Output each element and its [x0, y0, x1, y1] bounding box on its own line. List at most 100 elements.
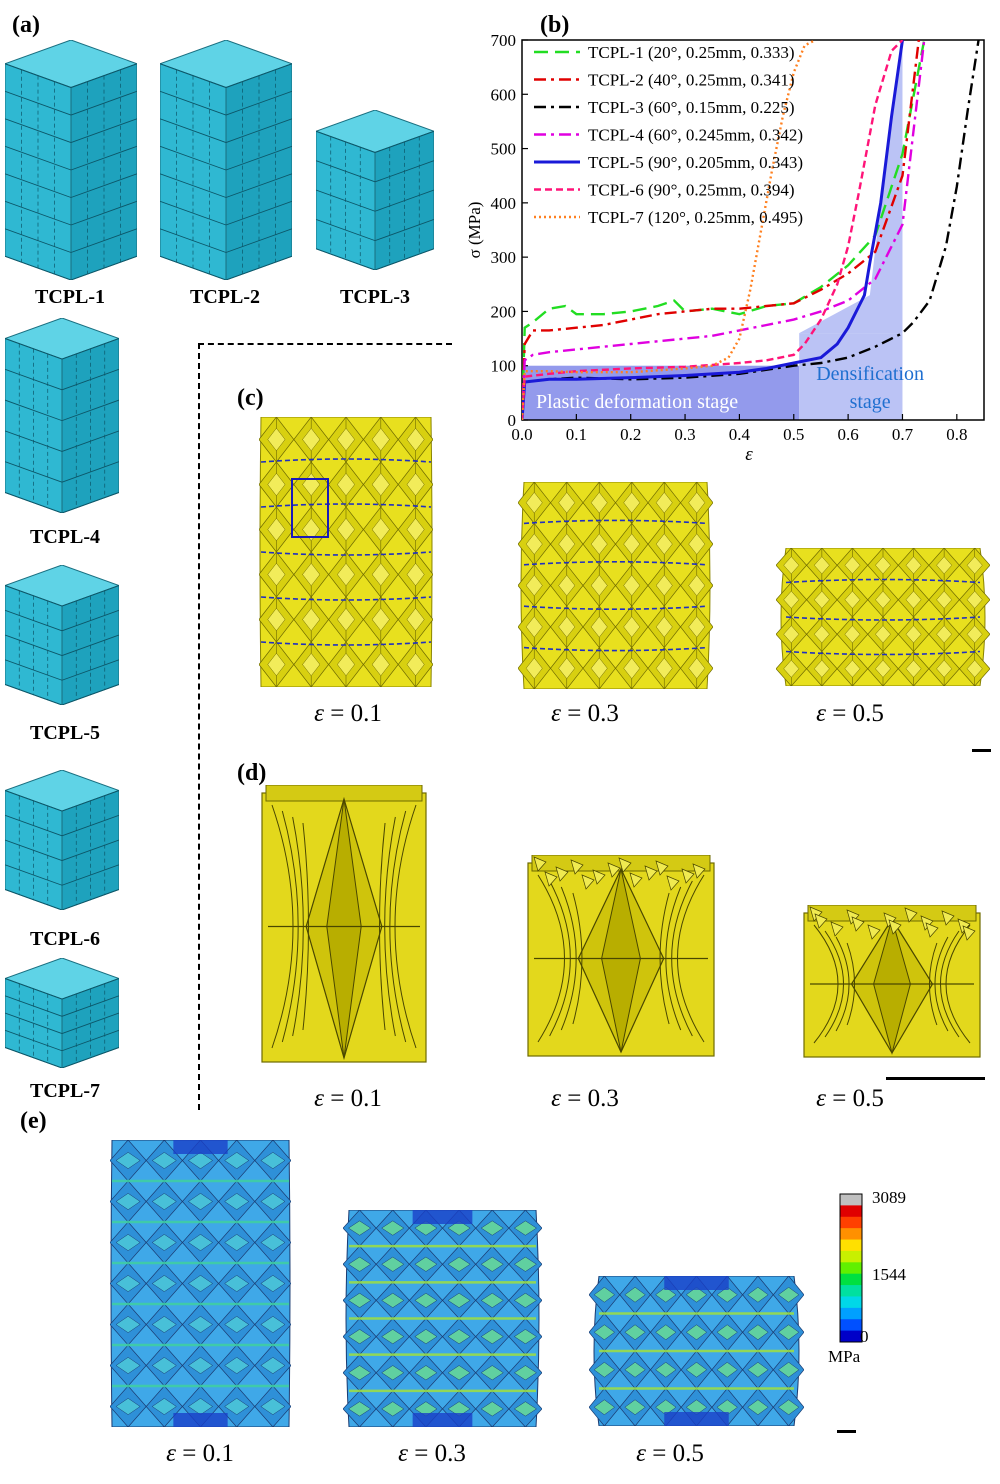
series-line-1	[522, 40, 926, 420]
legend-entry-2: TCPL-2 (40°, 0.25mm, 0.341)	[588, 71, 795, 90]
lattice-cube-3	[316, 110, 434, 270]
series-line-7	[522, 40, 817, 420]
y-tick-label: 200	[491, 302, 517, 321]
cube-label-6: TCPL-6	[30, 928, 100, 950]
cube-label-3: TCPL-3	[340, 286, 410, 308]
legend-entry-1: TCPL-1 (20°, 0.25mm, 0.333)	[588, 43, 795, 62]
strain-label: ε = 0.5	[816, 700, 884, 727]
lattice-c-eps01	[259, 417, 433, 687]
series-line-4	[522, 40, 926, 420]
x-tick-label: 0.6	[837, 425, 858, 444]
cube-label-1: TCPL-1	[35, 286, 105, 308]
colorbar-swatch	[840, 1330, 862, 1343]
legend-entry-5: TCPL-5 (90°, 0.205mm, 0.343)	[588, 153, 803, 172]
densification-region	[799, 333, 903, 420]
cube-label-5: TCPL-5	[30, 722, 100, 744]
unit-cell-highlight	[291, 478, 329, 538]
x-tick-label: 0.2	[620, 425, 641, 444]
scale-bar-d	[886, 1077, 985, 1080]
colorbar-mid-label: 1544	[872, 1265, 906, 1284]
series-line-5	[522, 40, 904, 420]
chart-svg: 0.0 0.1 0.2 0.3 0.4 0.5 0.6 0.7 0.8 0 100 200 300 400…	[465, 31, 985, 465]
panel-label-a: (a)	[12, 12, 40, 38]
colorbar-swatch	[840, 1216, 862, 1229]
dashed-divider-vertical	[198, 343, 200, 1110]
strain-label: ε = 0.1	[314, 1085, 382, 1112]
colorbar-swatch	[840, 1239, 862, 1252]
legend-entry-4: TCPL-4 (60°, 0.245mm, 0.342)	[588, 126, 803, 145]
colorbar-swatch	[840, 1228, 862, 1241]
colorbar-swatch	[840, 1285, 862, 1297]
x-tick-label: 0.5	[783, 425, 804, 444]
colorbar-svg	[839, 1193, 863, 1343]
lattice-cube-5	[5, 565, 119, 705]
x-tick-label: 0.3	[674, 425, 695, 444]
cube-label-7: TCPL-7	[30, 1080, 100, 1102]
legend-entry-6: TCPL-6 (90°, 0.25mm, 0.394)	[588, 181, 795, 200]
dashed-divider-horizontal	[198, 343, 452, 345]
x-axis-label: ε	[745, 444, 753, 465]
y-tick-label: 700	[491, 31, 517, 50]
panel-label-d: (d)	[237, 760, 267, 786]
colorbar-max-label: 3089	[872, 1188, 906, 1207]
colorbar-swatch	[840, 1194, 862, 1206]
colorbar-swatch	[840, 1319, 862, 1332]
x-tick-label: 0.1	[566, 425, 587, 444]
unit-cell-d-eps03	[524, 855, 718, 1062]
scale-bar-e	[837, 1430, 856, 1433]
unit-cell-d-eps05	[800, 905, 984, 1063]
lattice-cube-4	[5, 318, 119, 513]
strain-label: ε = 0.1	[166, 1440, 234, 1467]
strain-label: ε = 0.3	[551, 700, 619, 727]
colorbar-min-label: 0	[860, 1327, 869, 1346]
stress-strain-chart: 0.0 0.1 0.2 0.3 0.4 0.5 0.6 0.7 0.8 0 100 200 300 400…	[462, 28, 1000, 473]
strain-label: ε = 0.5	[636, 1440, 704, 1467]
annotation-plastic: Plastic deformation stage	[536, 391, 738, 413]
panel-label-c: (c)	[237, 385, 264, 411]
legend-entry-7: TCPL-7 (120°, 0.25mm, 0.495)	[588, 208, 803, 227]
y-tick-label: 100	[491, 357, 517, 376]
y-tick-label: 600	[491, 85, 517, 104]
lattice-cube-2	[160, 40, 292, 280]
strain-label: ε = 0.1	[314, 700, 382, 727]
y-axis-label: σ (MPa)	[465, 202, 484, 259]
series-line-6	[522, 40, 904, 420]
cube-label-2: TCPL-2	[190, 286, 260, 308]
y-tick-label: 0	[508, 411, 517, 430]
colorbar-swatch	[840, 1296, 862, 1309]
panel-label-b: (b)	[540, 12, 570, 38]
x-tick-label: 0.0	[511, 425, 532, 444]
scale-bar-c	[972, 749, 991, 752]
colorbar	[838, 1192, 918, 1357]
series-line-2	[522, 40, 920, 420]
strain-label: ε = 0.5	[816, 1085, 884, 1112]
strain-label: ε = 0.3	[398, 1440, 466, 1467]
y-tick-label: 500	[491, 140, 517, 159]
lattice-cube-7	[5, 958, 119, 1068]
plot-frame	[521, 39, 985, 421]
cube-label-4: TCPL-4	[30, 526, 100, 548]
colorbar-swatch	[840, 1262, 862, 1275]
contour-e-eps03	[343, 1210, 542, 1427]
lattice-cube-1	[5, 40, 137, 280]
colorbar-swatch	[840, 1250, 862, 1263]
x-tick-label: 0.7	[892, 425, 914, 444]
colorbar-swatch	[840, 1307, 862, 1320]
annotation-stage: stage	[850, 391, 891, 413]
annotation-densification: Densification	[816, 363, 924, 385]
lattice-c-eps05	[776, 548, 990, 686]
strain-label: ε = 0.3	[551, 1085, 619, 1112]
plastic-stage-region	[522, 365, 800, 420]
contour-e-eps05	[589, 1276, 804, 1426]
legend-entry-3: TCPL-3 (60°, 0.15mm, 0.225)	[588, 98, 795, 117]
colorbar-unit-label: MPa	[828, 1347, 861, 1366]
x-tick-label: 0.8	[946, 425, 967, 444]
colorbar-swatch	[840, 1273, 862, 1286]
panel-label-e: (e)	[20, 1108, 47, 1134]
colorbar-swatch	[840, 1205, 862, 1218]
contour-e-eps01	[110, 1140, 291, 1427]
x-tick-label: 0.4	[729, 425, 751, 444]
unit-cell-d-eps01	[258, 785, 430, 1068]
lattice-cube-6	[5, 770, 119, 910]
y-tick-label: 400	[491, 194, 517, 213]
